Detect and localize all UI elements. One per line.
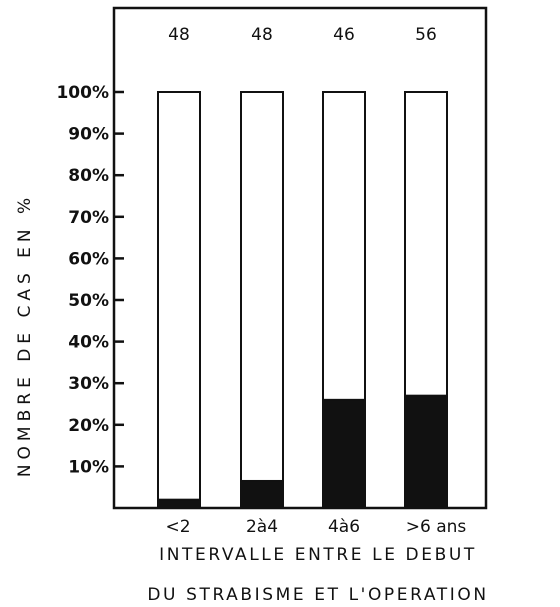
bar-counts: 48 48 46 56	[168, 25, 437, 45]
bar-count-label: 46	[333, 25, 355, 45]
y-tick-label: 70%	[68, 208, 109, 228]
y-tick-label: 10%	[68, 457, 109, 477]
x-category-label: <2	[165, 517, 190, 537]
y-tick-label: 90%	[68, 125, 109, 145]
y-tick-label: 50%	[68, 291, 109, 311]
bar-segment-light	[404, 91, 448, 397]
bar-segment-light	[240, 91, 284, 482]
bar-segment-dark	[240, 479, 284, 509]
y-axis: 100% 90% 80% 70% 60% 50% 40% 30% 20% 10%	[56, 83, 124, 477]
x-axis-label-line-1: INTERVALLE ENTRE LE DEBUT	[159, 545, 477, 565]
bar-segment-dark	[404, 394, 448, 509]
bar-count-label: 48	[251, 25, 273, 45]
x-axis-categories: <2 2à4 4à6 >6 ans	[165, 517, 466, 537]
y-tick-label: 40%	[68, 333, 109, 353]
y-tick-label: 30%	[68, 374, 109, 394]
bars	[157, 91, 448, 509]
bar-segment-dark	[322, 398, 366, 509]
y-tick-label: 20%	[68, 416, 109, 436]
bar-count-label: 56	[415, 25, 437, 45]
bar-count-label: 48	[168, 25, 190, 45]
y-tick-label: 60%	[68, 249, 109, 269]
x-category-label: 4à6	[328, 517, 360, 537]
bar-segment-light	[157, 91, 201, 501]
x-axis-label-line-2: DU STRABISME ET L'OPERATION	[147, 585, 488, 605]
bar-segment-dark	[157, 498, 201, 509]
y-tick-label: 80%	[68, 166, 109, 186]
x-category-label: 2à4	[246, 517, 278, 537]
bar-segment-light	[322, 91, 366, 401]
y-tick-label: 100%	[56, 83, 109, 103]
x-category-label: >6 ans	[406, 517, 467, 537]
y-axis-label: NOMBRE DE CAS EN %	[15, 193, 35, 477]
